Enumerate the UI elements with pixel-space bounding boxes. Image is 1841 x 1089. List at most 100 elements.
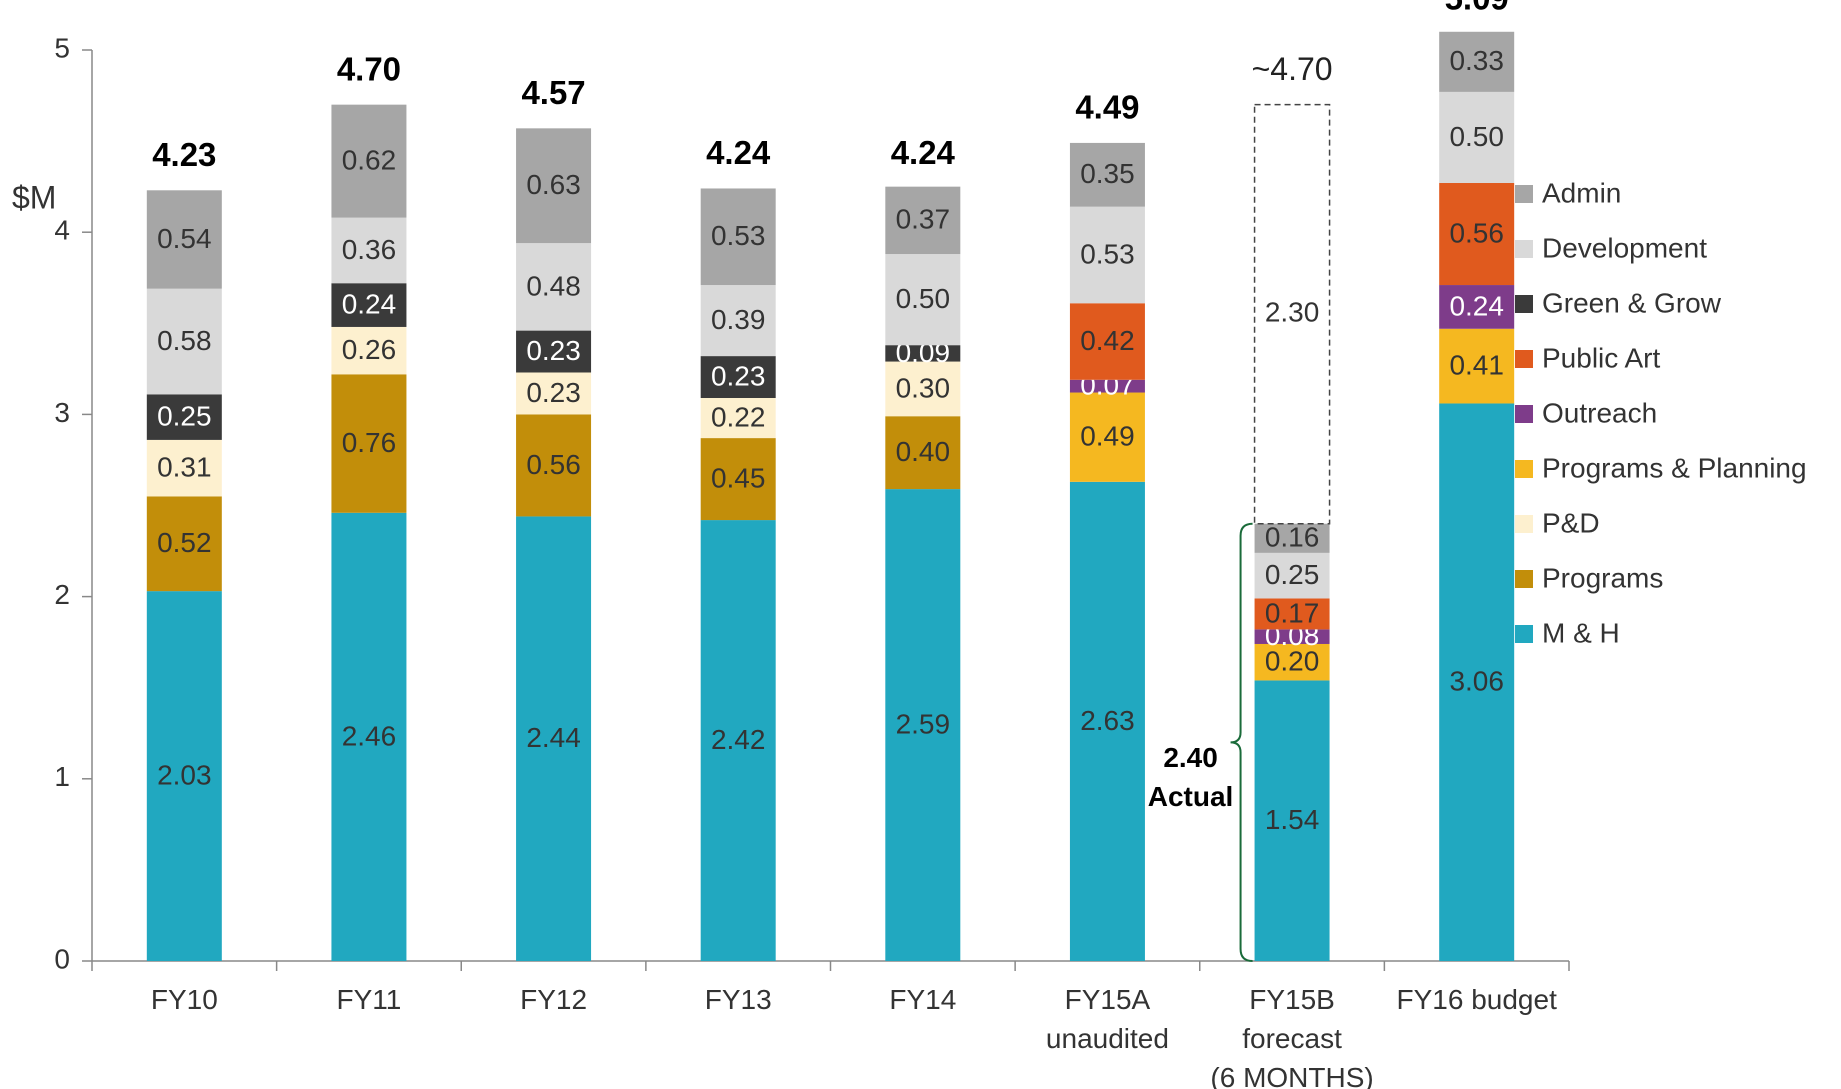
bar-segment — [331, 512, 407, 961]
bar-segment — [1254, 523, 1330, 553]
legend-label: Development — [1542, 232, 1707, 263]
bar-segment — [885, 489, 961, 961]
data-label: 0.20 — [1265, 646, 1320, 677]
x-tick-label: FY14 — [889, 984, 956, 1015]
data-label: 0.41 — [1449, 350, 1504, 381]
data-label: 2.42 — [711, 724, 766, 755]
bar-segment — [516, 330, 592, 373]
bar-segment — [331, 104, 407, 218]
bar-segment — [331, 326, 407, 375]
bar-segment — [1439, 31, 1515, 92]
total-label: 4.70 — [337, 50, 401, 87]
y-tick-label: 1 — [54, 761, 70, 792]
x-tick-label: FY10 — [151, 984, 218, 1015]
data-label: 0.22 — [711, 401, 766, 432]
bar-segment — [700, 398, 776, 439]
x-tick-label-line: FY15A — [1065, 984, 1151, 1015]
data-label: 0.76 — [342, 427, 397, 458]
data-label: 2.63 — [1080, 705, 1135, 736]
x-tick-label-line: unaudited — [1046, 1023, 1169, 1054]
data-label: 2.03 — [157, 759, 212, 790]
data-label: 0.50 — [896, 283, 951, 314]
legend-swatch — [1515, 625, 1533, 643]
total-label: 4.24 — [891, 134, 956, 171]
data-label: 0.25 — [157, 401, 212, 432]
bar-segment — [885, 345, 961, 362]
bar-segment — [1254, 680, 1330, 961]
total-label: 4.49 — [1075, 89, 1139, 126]
bar-segment — [146, 288, 222, 395]
x-tick-label-line: FY15B — [1249, 984, 1335, 1015]
data-label: 0.16 — [1265, 522, 1320, 553]
forecast-segment — [1253, 103, 1331, 525]
data-label: 0.39 — [711, 304, 766, 335]
bar-segment — [885, 186, 961, 255]
bar-segment — [1069, 481, 1145, 961]
bar-segment — [1439, 403, 1515, 961]
legend-label: Outreach — [1542, 397, 1657, 428]
data-label: 0.50 — [1449, 121, 1504, 152]
legend-label: Public Art — [1542, 342, 1660, 373]
legend-swatch — [1515, 240, 1533, 258]
data-label: 0.31 — [157, 452, 212, 483]
bar-segment — [331, 217, 407, 284]
legend-label: Green & Grow — [1542, 287, 1722, 318]
x-tick-label: FY16 budget — [1397, 984, 1558, 1015]
bar-segment — [885, 361, 961, 417]
data-label: 2.44 — [526, 722, 581, 753]
bar-segment — [1254, 598, 1330, 630]
bar-segment — [1254, 643, 1330, 681]
x-tick-label-line: FY16 budget — [1397, 984, 1558, 1015]
x-tick-label: FY11 — [337, 984, 402, 1015]
data-label: 0.24 — [342, 288, 397, 319]
legend-label: Programs & Planning — [1542, 452, 1807, 483]
legend-swatch — [1515, 515, 1533, 533]
data-label: 0.53 — [1080, 238, 1135, 269]
bar-segment — [516, 128, 592, 244]
bar-segment — [331, 374, 407, 513]
y-tick-label: 0 — [54, 943, 70, 974]
bar-segment — [516, 414, 592, 517]
data-label: 0.56 — [526, 449, 581, 480]
data-label: 0.33 — [1449, 45, 1504, 76]
data-label: 0.25 — [1265, 559, 1320, 590]
data-label: 2.46 — [342, 720, 397, 751]
data-label: 0.45 — [711, 462, 766, 493]
bar-segment — [700, 438, 776, 521]
data-label: 0.36 — [342, 234, 397, 265]
data-label: 0.30 — [896, 372, 951, 403]
data-label: 0.24 — [1449, 290, 1504, 321]
bar-segment — [146, 496, 222, 592]
bar-segment — [700, 356, 776, 399]
legend-swatch — [1515, 460, 1533, 478]
annotation-text: Actual — [1148, 781, 1234, 812]
legend-swatch — [1515, 185, 1533, 203]
bar-segment — [700, 520, 776, 961]
bar-segment — [146, 439, 222, 497]
legend-swatch — [1515, 350, 1533, 368]
x-tick-label-line: FY14 — [889, 984, 956, 1015]
data-label: 0.23 — [711, 360, 766, 391]
bar-segment — [700, 188, 776, 286]
x-tick-label-line: FY13 — [705, 984, 772, 1015]
bar-segment — [146, 190, 222, 289]
data-label: 2.59 — [896, 708, 951, 739]
data-label: 0.49 — [1080, 421, 1135, 452]
data-label: 2.30 — [1265, 297, 1320, 328]
annotation-value: 2.40 — [1163, 742, 1218, 773]
data-label: 0.35 — [1080, 158, 1135, 189]
bar-segment — [146, 394, 222, 440]
y-tick-label: 2 — [54, 579, 70, 610]
legend-swatch — [1515, 570, 1533, 588]
total-label: 4.24 — [706, 134, 771, 171]
bar-segment — [1069, 379, 1145, 393]
data-label: 0.62 — [342, 145, 397, 176]
total-label: ~4.70 — [1252, 51, 1333, 87]
x-tick-label-line: (6 MONTHS) — [1210, 1062, 1373, 1089]
bar-segment — [1254, 629, 1330, 644]
bar-segment — [1069, 142, 1145, 207]
x-tick-label: FY15A unaudited — [1046, 984, 1169, 1054]
bar-segment — [516, 243, 592, 331]
data-label: 0.17 — [1265, 597, 1320, 628]
